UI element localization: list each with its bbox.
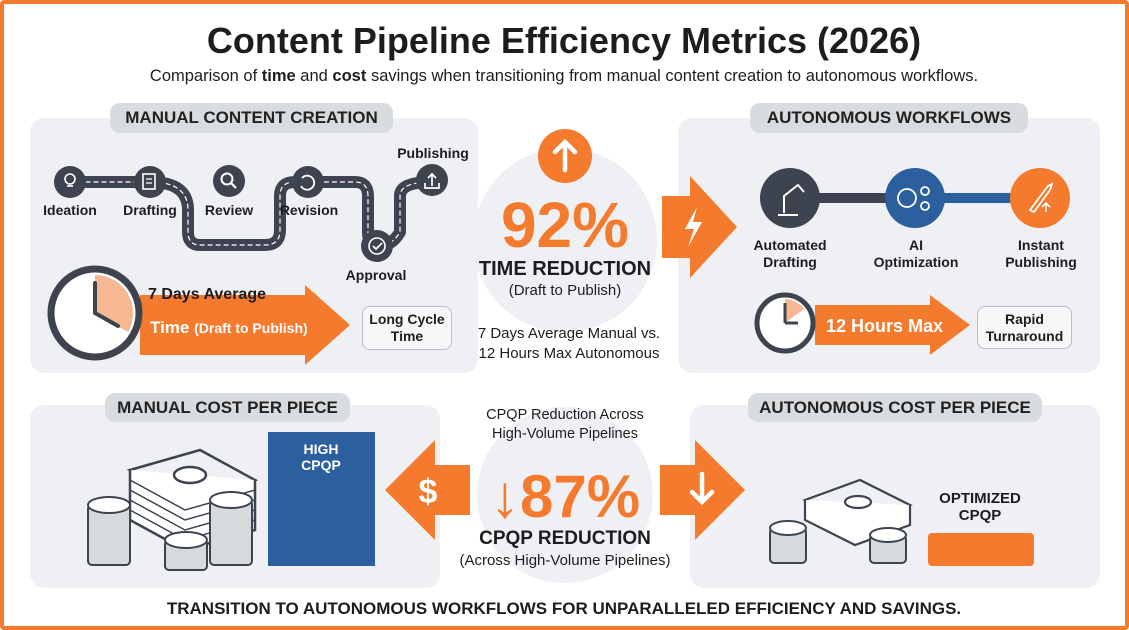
step-publishing: Publishing (397, 145, 469, 161)
footer-banner: TRANSITION TO AUTONOMOUS WORKFLOWS FOR U… (166, 599, 962, 618)
coin-stack-icons (87, 491, 253, 571)
step-ideation: Ideation (43, 202, 97, 218)
auto-cost-heading: AUTONOMOUS COST PER PIECE (748, 393, 1042, 422)
cpqp-reduction-value: ↓87% (489, 463, 641, 530)
long-cycle-badge: Long Cycle Time (362, 306, 452, 350)
time-note-2: 12 Hours Max Autonomous (478, 345, 660, 362)
down-arrow-block-icon (660, 440, 745, 540)
time-reduction-sub: (Draft to Publish) (508, 282, 622, 299)
page-title: Content Pipeline Efficiency Metrics (202… (206, 20, 922, 61)
high-cpqp-bar (268, 432, 375, 566)
time-note-1: 7 Days Average Manual vs. (477, 325, 661, 342)
manual-clock-icon (47, 265, 143, 361)
auto-time-arrow (815, 295, 970, 355)
step-drafting: Drafting (123, 202, 177, 218)
manual-arrow-label: Time (Draft to Publish) (150, 318, 308, 337)
high-cpqp-label: HIGH CPQP (301, 441, 341, 474)
step-revision: Revision (279, 202, 339, 218)
time-reduction-value: 92% (500, 189, 630, 261)
auto-coin-icons (769, 520, 907, 564)
manual-duration: 7 Days Average (148, 286, 266, 303)
auto-step-optimization: AI Optimization (873, 237, 959, 270)
brain-gear-icon (885, 168, 945, 228)
svg-text:$: $ (419, 473, 438, 511)
optimized-cpqp-bar (928, 533, 1034, 566)
cost-note-2: High-Volume Pipelines (492, 426, 638, 442)
dollar-arrow-icon: $ (385, 440, 470, 540)
time-reduction-label: TIME REDUCTION (478, 258, 652, 280)
robot-arm-icon (760, 168, 820, 228)
manual-time-arrow (140, 285, 350, 365)
step-review: Review (204, 202, 254, 218)
manual-cost-heading: MANUAL COST PER PIECE (105, 393, 350, 422)
refresh-icon (292, 166, 324, 198)
time-metric-circle (473, 148, 657, 332)
check-icon (361, 230, 393, 262)
cost-metric-circle (477, 407, 653, 583)
auto-duration: 12 Hours Max (826, 316, 944, 336)
auto-step-drafting: Automated Drafting (753, 237, 827, 270)
rapid-turnaround-badge: Rapid Turnaround (977, 306, 1072, 349)
search-icon (213, 165, 245, 197)
step-approval: Approval (345, 267, 407, 283)
subtitle: Comparison of time and cost savings when… (149, 67, 979, 85)
rocket-icon (1010, 168, 1070, 228)
document-edit-icon (134, 166, 166, 198)
cpqp-reduction-sub: (Across High-Volume Pipelines) (459, 552, 671, 569)
cpqp-reduction-label: CPQP REDUCTION (479, 528, 651, 549)
up-arrow-icon (538, 129, 592, 183)
auto-step-publishing: Instant Publishing (1005, 237, 1077, 270)
manual-heading: MANUAL CONTENT CREATION (110, 103, 393, 133)
upload-icon (416, 164, 448, 196)
auto-clock-icon (754, 292, 816, 354)
autonomous-heading: AUTONOMOUS WORKFLOWS (750, 103, 1028, 133)
cost-note-1: CPQP Reduction Across (486, 407, 644, 423)
optimized-cpqp-label: OPTIMIZED CPQP (939, 490, 1021, 525)
lightbulb-icon (54, 166, 86, 198)
lightning-arrow-icon (662, 176, 737, 278)
